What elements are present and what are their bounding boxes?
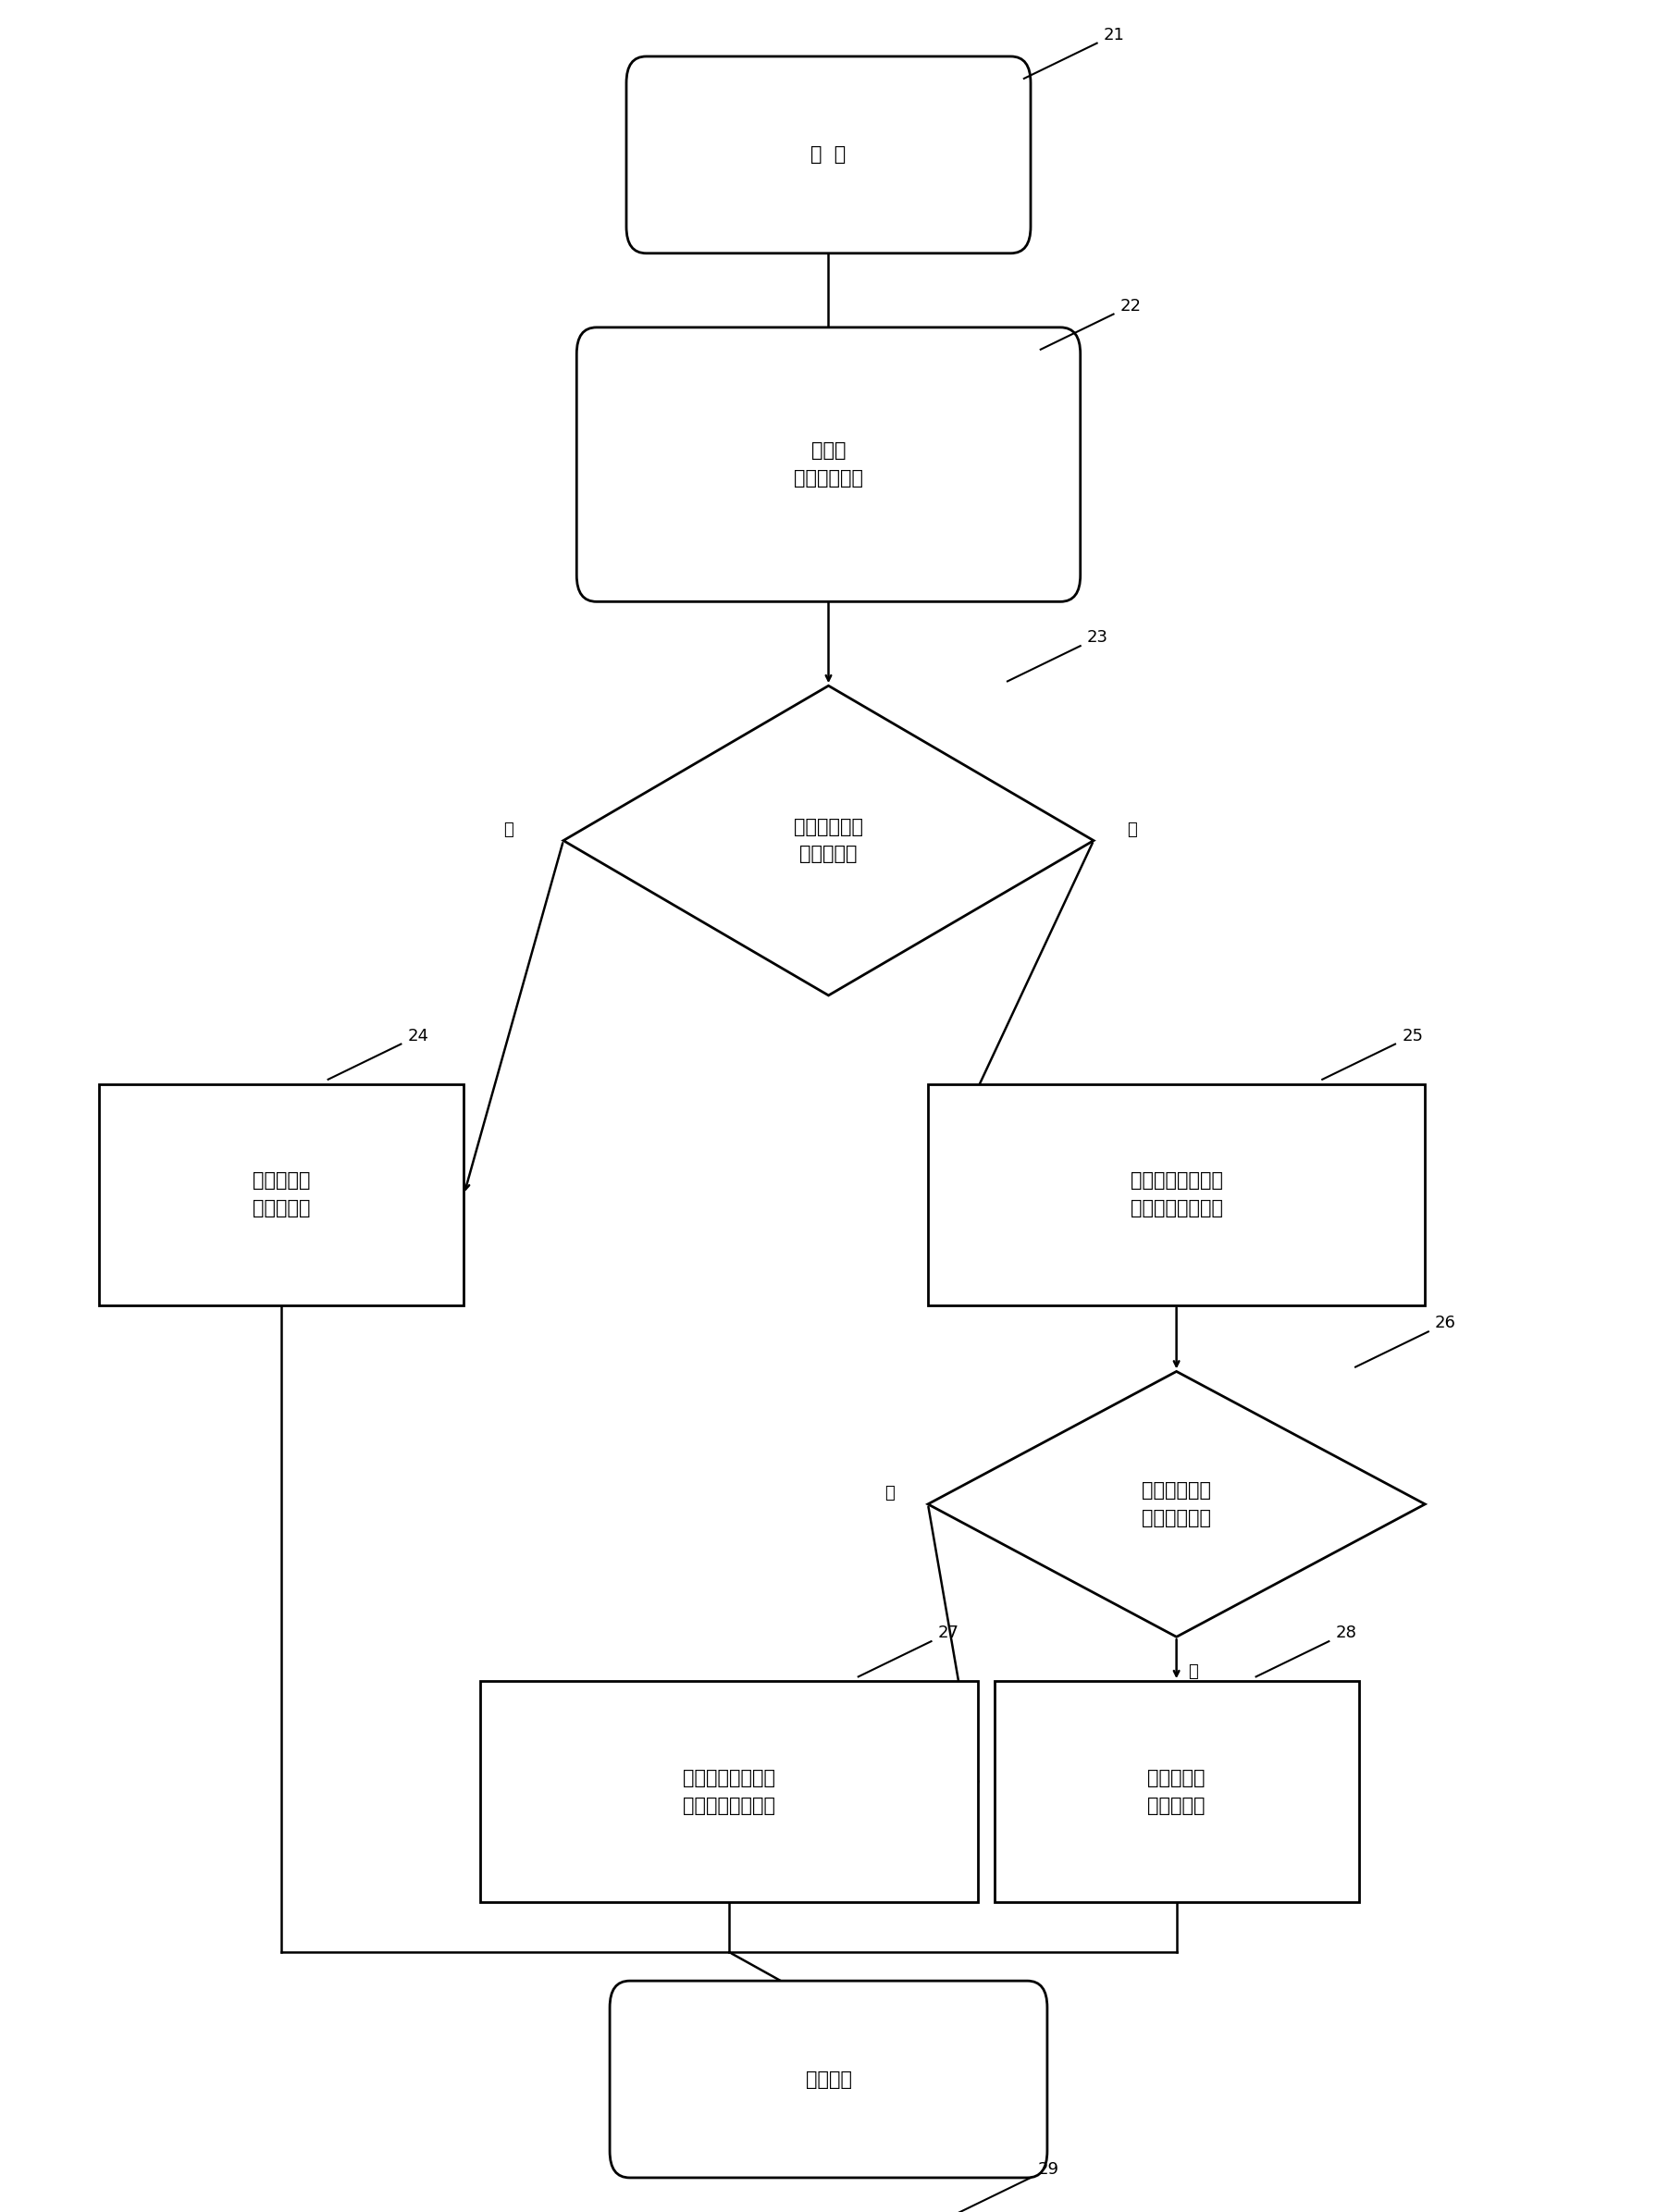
Text: 29: 29	[1037, 2161, 1059, 2177]
Bar	[99, 1084, 464, 1305]
Text: 发出验证持有人生
物特征信息的命令: 发出验证持有人生 物特征信息的命令	[1130, 1172, 1223, 1217]
Polygon shape	[563, 686, 1094, 995]
Text: 是: 是	[1127, 821, 1137, 838]
Text: 向持有人显
示出错信息: 向持有人显 示出错信息	[254, 1172, 310, 1217]
Bar	[928, 1084, 1425, 1305]
Text: 26: 26	[1435, 1314, 1457, 1332]
Bar	[994, 1681, 1359, 1902]
Text: 24: 24	[408, 1026, 429, 1044]
FancyBboxPatch shape	[610, 1982, 1047, 2177]
Text: 否: 否	[1188, 1663, 1198, 1681]
Text: 生物特征信息
是否登记？: 生物特征信息 是否登记？	[794, 818, 863, 863]
Text: 开  始: 开 始	[810, 146, 847, 164]
Text: 否: 否	[504, 821, 514, 838]
FancyBboxPatch shape	[626, 55, 1031, 252]
Text: 继续发出其它命令
访问受保护的数据: 继续发出其它命令 访问受保护的数据	[683, 1770, 775, 1814]
Text: 初始化
智能密码钥匙: 初始化 智能密码钥匙	[794, 442, 863, 487]
Text: 结束执行: 结束执行	[805, 2070, 852, 2088]
Text: 27: 27	[938, 1624, 959, 1641]
Text: 25: 25	[1402, 1026, 1423, 1044]
Text: 22: 22	[1120, 296, 1142, 314]
Text: 是: 是	[885, 1484, 895, 1502]
Text: 生物特征信息
验证正确吗？: 生物特征信息 验证正确吗？	[1142, 1482, 1211, 1526]
Bar	[481, 1681, 978, 1902]
Text: 23: 23	[1087, 628, 1109, 646]
Text: 向持有人显
示出错信息: 向持有人显 示出错信息	[1148, 1770, 1205, 1814]
Text: 21: 21	[1104, 27, 1125, 42]
Polygon shape	[928, 1371, 1425, 1637]
FancyBboxPatch shape	[577, 327, 1080, 602]
Text: 28: 28	[1336, 1624, 1357, 1641]
